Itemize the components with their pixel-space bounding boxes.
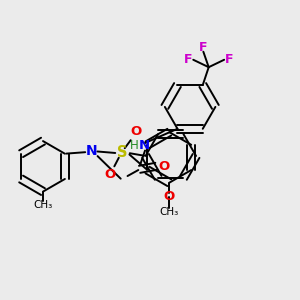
Text: O: O: [104, 168, 116, 181]
Text: O: O: [159, 160, 170, 173]
Text: F: F: [199, 41, 208, 54]
Text: H: H: [130, 139, 139, 152]
Text: O: O: [164, 190, 175, 202]
Text: N: N: [139, 139, 150, 152]
Text: S: S: [116, 146, 127, 160]
Text: CH₃: CH₃: [160, 207, 179, 218]
Text: O: O: [130, 125, 142, 138]
Text: CH₃: CH₃: [33, 200, 52, 210]
Text: F: F: [184, 53, 193, 66]
Text: F: F: [225, 53, 233, 66]
Text: N: N: [86, 145, 98, 158]
